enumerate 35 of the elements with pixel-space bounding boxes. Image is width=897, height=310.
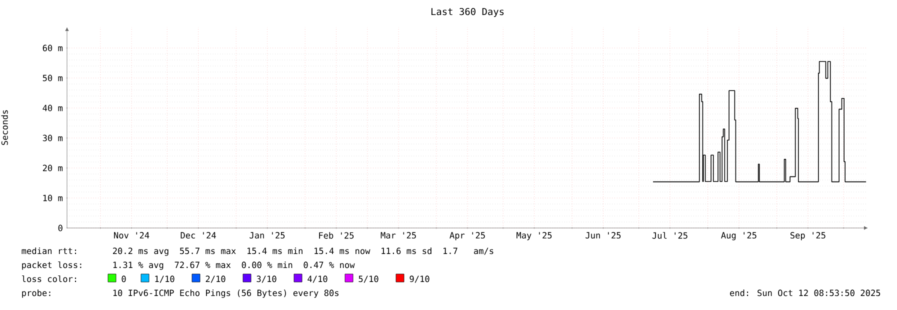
x-tick-label: Jul '25: [652, 232, 688, 239]
legend-label: 4/10: [308, 276, 328, 283]
x-tick-label: Nov '24: [114, 232, 150, 239]
y-tick-label: 50 m: [42, 74, 63, 82]
text: loss color:: [22, 275, 76, 282]
x-tick-label: Feb '25: [319, 232, 354, 239]
text: 20.2 ms avg 55.7 ms max 15.4 ms min 15.4 ms now 11.6 ms sd 1.7 am/s: [113, 248, 494, 256]
y-tick-label: 60 m: [42, 44, 63, 52]
y-tick-label: 40 m: [42, 104, 63, 112]
y-axis-title: Seconds: [1, 110, 8, 145]
text: 10 IPv6-ICMP Echo Pings (56 Bytes) every 80s: [113, 290, 338, 298]
y-tick-label: 20 m: [42, 164, 63, 172]
legend-label: 0: [122, 276, 126, 282]
x-tick-label: Jan '25: [250, 232, 285, 239]
text: end: Sun Oct 12 08:53:50 2025: [730, 290, 880, 296]
chart-title: Last 360 Days: [431, 8, 504, 17]
text: probe:: [22, 290, 50, 298]
x-tick-label: Mar '25: [380, 232, 416, 239]
legend-label: 1/10: [155, 276, 174, 283]
x-tick-label: May '25: [516, 232, 552, 240]
text: median rtt:: [22, 248, 76, 254]
x-tick-label: Apr '25: [450, 232, 485, 240]
legend-label: 9/10: [410, 276, 430, 283]
text: 1.31 % avg 72.67 % max 0.00 % min 0.47 % now: [113, 262, 355, 270]
text: packet loss:: [22, 261, 82, 270]
y-tick-label: 0: [58, 224, 62, 232]
y-tick-label: 30 m: [42, 134, 63, 142]
x-tick-label: Jun '25: [586, 232, 621, 239]
legend-label: 3/10: [256, 276, 276, 283]
x-tick-label: Aug '25: [721, 232, 756, 240]
x-tick-label: Dec '24: [180, 232, 216, 239]
legend-label: 2/10: [206, 276, 226, 283]
x-tick-label: Sep '25: [790, 232, 826, 240]
legend-label: 5/10: [358, 276, 378, 283]
y-tick-label: 10 m: [43, 194, 63, 202]
